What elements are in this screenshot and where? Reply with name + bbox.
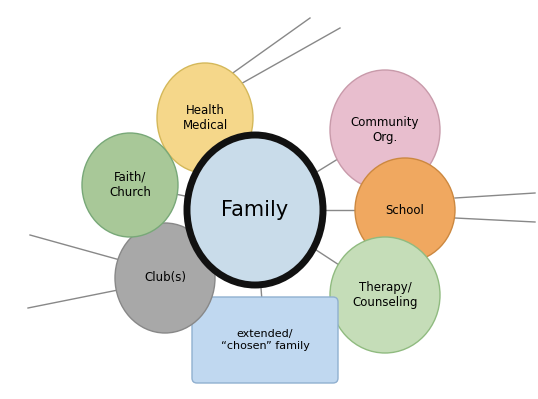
Text: Community
Org.: Community Org. [351, 116, 419, 144]
Text: Club(s): Club(s) [144, 271, 186, 284]
FancyBboxPatch shape [192, 297, 338, 383]
Text: Faith/
Church: Faith/ Church [109, 171, 151, 199]
Ellipse shape [157, 63, 253, 173]
Ellipse shape [330, 237, 440, 353]
Text: Health
Medical: Health Medical [182, 104, 228, 132]
Text: Family: Family [221, 200, 288, 220]
Ellipse shape [355, 158, 455, 262]
Text: Therapy/
Counseling: Therapy/ Counseling [352, 281, 417, 309]
Text: extended/
“chosen” family: extended/ “chosen” family [221, 329, 309, 351]
Ellipse shape [82, 133, 178, 237]
Text: School: School [386, 203, 424, 217]
Ellipse shape [187, 135, 323, 285]
Ellipse shape [330, 70, 440, 190]
Ellipse shape [115, 223, 215, 333]
